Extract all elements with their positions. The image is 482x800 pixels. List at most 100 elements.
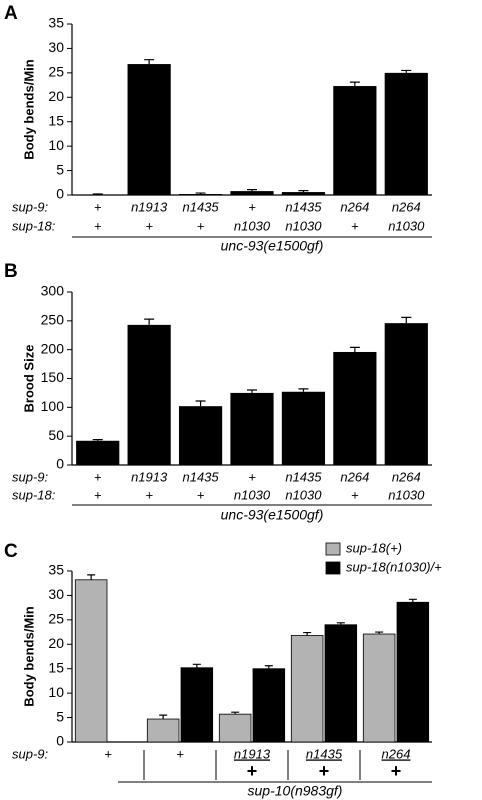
error-bar — [195, 400, 206, 407]
bar — [324, 624, 358, 743]
y-tick-label: 0 — [56, 186, 64, 202]
panel-letter: B — [4, 261, 18, 282]
error-bar — [298, 190, 309, 193]
bar — [74, 579, 108, 743]
bar — [230, 392, 274, 465]
genotype-label: n1030 — [285, 218, 322, 233]
legend-swatch — [325, 542, 341, 556]
y-tick-label: 100 — [41, 398, 65, 414]
error-bar — [349, 81, 360, 87]
bar — [127, 324, 171, 465]
y-tick-label: 15 — [48, 112, 64, 128]
error-bar — [401, 69, 412, 73]
genotype-label: n1435 — [182, 199, 219, 214]
genotype-label: n264 — [382, 746, 411, 761]
genotype-label: + — [248, 199, 256, 214]
genotype-label: + — [197, 487, 205, 502]
y-tick-label: 50 — [48, 427, 64, 443]
genotype-label: n1913 — [131, 199, 168, 214]
y-tick-label: 5 — [56, 708, 64, 724]
y-axis-label: Brood Size — [21, 345, 36, 413]
genotype-label: n1913 — [234, 746, 271, 761]
error-bar — [401, 316, 412, 324]
genotype-label: n1030 — [234, 487, 271, 502]
genotype-label: n264 — [340, 469, 369, 484]
genotype-label: + — [248, 469, 256, 484]
error-bar — [92, 439, 103, 441]
group-label: unc-93(e1500gf) — [221, 238, 324, 254]
error-bar — [195, 192, 206, 195]
row-label: sup-9: — [12, 746, 49, 761]
group-label: unc-93(e1500gf) — [221, 507, 324, 523]
genotype-label: n1435 — [285, 469, 322, 484]
y-tick-label: 35 — [48, 15, 64, 31]
error-bar — [303, 631, 312, 636]
y-tick-label: 10 — [48, 684, 64, 700]
error-bar — [336, 622, 345, 625]
genotype-label: n1435 — [182, 469, 219, 484]
group-label: sup-10(n983gf) — [248, 783, 343, 799]
genotype-label: n1030 — [388, 218, 425, 233]
y-tick-label: 10 — [48, 137, 64, 153]
genotype-label: + — [351, 487, 359, 502]
error-bar — [247, 389, 257, 393]
legend-label: sup-18(n1030)/+ — [346, 559, 442, 574]
genotype-label: n1030 — [285, 487, 322, 502]
genotype-label: + — [145, 487, 153, 502]
genotype-label: n1030 — [388, 487, 425, 502]
genotype-label: n264 — [392, 469, 421, 484]
error-bar — [144, 318, 155, 325]
genotype-label: + — [176, 746, 184, 761]
panel-letter: C — [4, 541, 18, 562]
bar — [384, 72, 428, 195]
genotype-label: + — [145, 218, 153, 233]
genotype-label: n1030 — [234, 218, 271, 233]
legend-swatch — [325, 561, 341, 575]
y-axis-label: Body bends/Min — [21, 59, 36, 159]
y-tick-label: 300 — [41, 283, 65, 299]
row-label: sup-9: — [12, 199, 49, 214]
y-tick-label: 20 — [48, 635, 64, 651]
genotype-label: n264 — [340, 199, 369, 214]
row-label: sup-9: — [12, 469, 49, 484]
bar — [362, 633, 396, 743]
y-tick-label: 35 — [48, 562, 64, 578]
error-bar — [87, 574, 96, 580]
bar — [76, 440, 120, 465]
error-bar — [144, 59, 155, 65]
bar — [218, 713, 252, 743]
bar — [281, 192, 326, 195]
bar — [333, 86, 377, 195]
bar — [281, 391, 326, 465]
legend-label: sup-18(+) — [346, 540, 402, 555]
error-bar — [349, 346, 360, 352]
y-tick-label: 25 — [48, 64, 64, 80]
error-bar — [247, 189, 257, 192]
genotype-label: n1435 — [285, 199, 322, 214]
genotype-label: + — [104, 746, 112, 761]
genotype-label: + — [351, 218, 359, 233]
y-tick-label: 150 — [41, 369, 65, 385]
bar — [290, 635, 324, 743]
error-bar — [408, 598, 417, 603]
y-tick-label: 20 — [48, 88, 64, 104]
y-tick-label: 15 — [48, 659, 64, 675]
bar — [230, 191, 274, 195]
bar — [146, 718, 180, 743]
error-bar — [231, 711, 240, 715]
genotype-label: + — [94, 218, 102, 233]
genotype-label: n264 — [392, 199, 421, 214]
y-axis-label: Body bends/Min — [21, 606, 36, 706]
error-bar — [159, 714, 168, 720]
y-tick-label: 30 — [48, 39, 64, 55]
bar — [333, 351, 377, 465]
error-bar — [264, 665, 273, 669]
bar — [178, 194, 223, 195]
y-tick-label: 250 — [41, 312, 65, 328]
genotype-label: + — [319, 761, 330, 781]
error-bar — [375, 631, 384, 635]
bar — [178, 406, 223, 465]
error-bar — [298, 388, 309, 392]
y-tick-label: 5 — [56, 161, 64, 177]
genotype-label: + — [94, 469, 102, 484]
